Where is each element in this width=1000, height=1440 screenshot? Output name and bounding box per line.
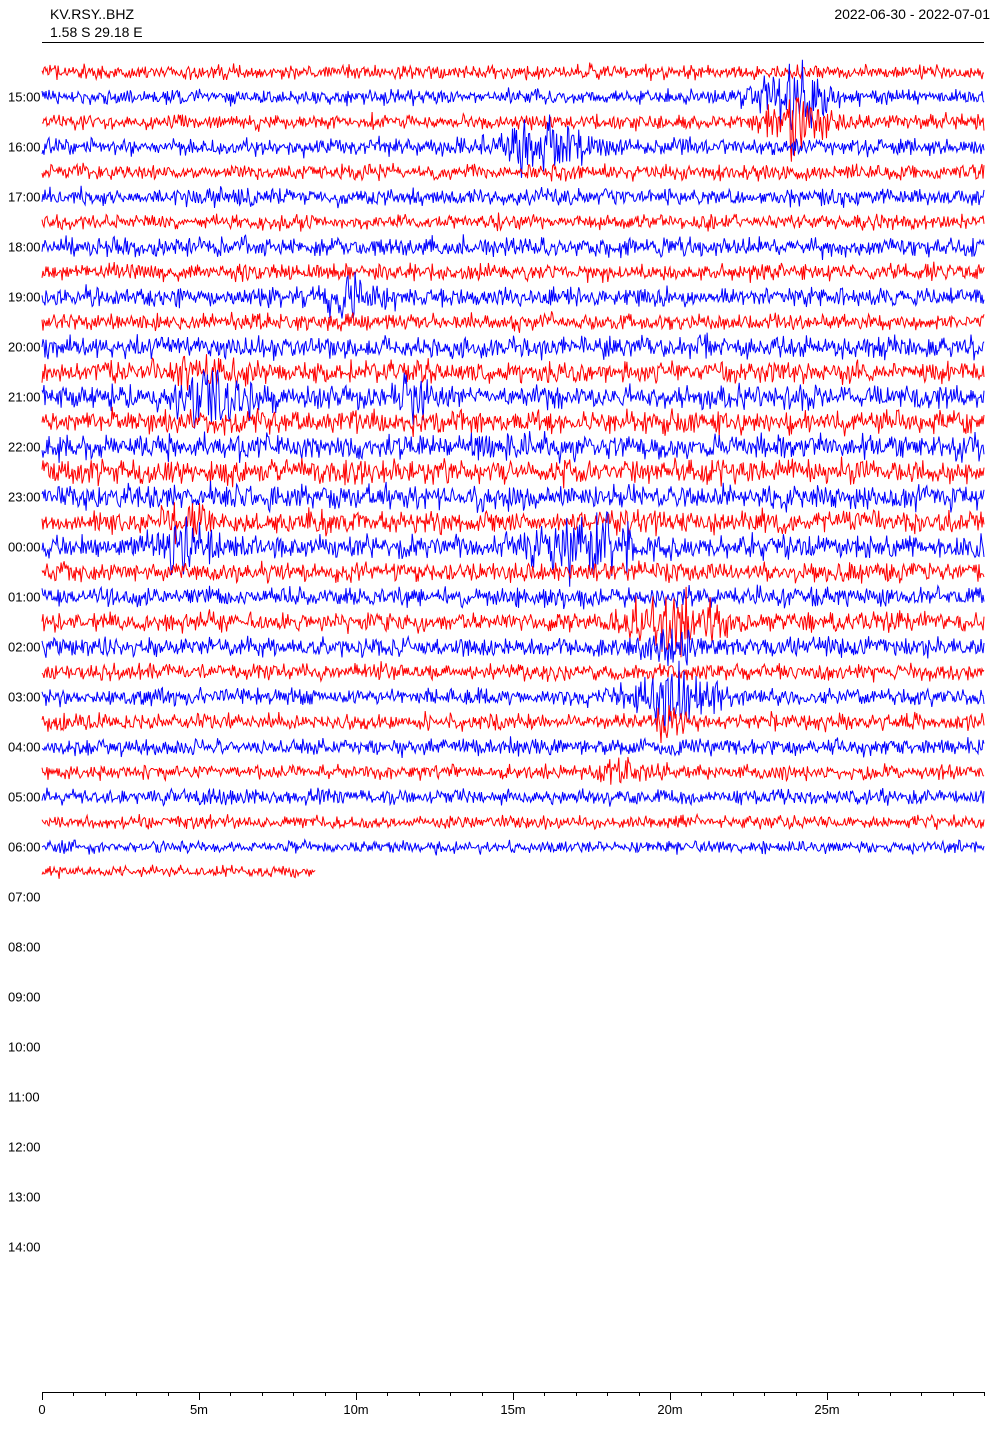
time-label: 14:00 xyxy=(8,1240,41,1255)
x-tick-label: 25m xyxy=(814,1402,839,1417)
waveform-trace xyxy=(42,697,984,698)
time-label: 10:00 xyxy=(8,1040,41,1055)
waveform-trace xyxy=(42,822,984,823)
time-label: 22:00 xyxy=(8,440,41,455)
x-tick-label: 15m xyxy=(500,1402,525,1417)
waveform-trace xyxy=(42,72,984,73)
waveform-trace xyxy=(42,347,984,348)
time-label: 16:00 xyxy=(8,140,41,155)
time-label: 17:00 xyxy=(8,190,41,205)
time-label: 00:00 xyxy=(8,540,41,555)
waveform-trace xyxy=(42,247,984,248)
waveform-trace xyxy=(42,772,984,773)
time-label: 08:00 xyxy=(8,940,41,955)
waveform-trace xyxy=(42,797,984,798)
waveform-trace xyxy=(42,497,984,498)
waveform-trace xyxy=(42,372,984,373)
time-label: 13:00 xyxy=(8,1190,41,1205)
waveform-trace xyxy=(42,297,984,298)
time-label: 23:00 xyxy=(8,490,41,505)
x-tick-label: 20m xyxy=(657,1402,682,1417)
waveform-trace xyxy=(42,597,984,598)
waveform-trace xyxy=(42,147,984,148)
time-label: 11:00 xyxy=(8,1090,40,1105)
x-tick-label: 5m xyxy=(190,1402,208,1417)
x-tick-label: 10m xyxy=(343,1402,368,1417)
waveform-trace xyxy=(42,547,984,548)
time-label: 06:00 xyxy=(8,840,41,855)
station-code: KV.RSY..BHZ xyxy=(50,6,134,22)
waveform-trace xyxy=(42,222,984,223)
waveform-trace xyxy=(42,472,984,473)
waveform-trace xyxy=(42,322,984,323)
waveform-trace xyxy=(42,397,984,398)
time-label: 09:00 xyxy=(8,990,41,1005)
waveform-trace xyxy=(42,97,984,98)
date-range: 2022-06-30 - 2022-07-01 xyxy=(834,6,990,22)
time-label: 21:00 xyxy=(8,390,41,405)
x-axis: 05m10m15m20m25m xyxy=(42,1392,984,1420)
time-label: 07:00 xyxy=(8,890,41,905)
waveform-trace xyxy=(42,572,984,573)
time-label: 12:00 xyxy=(8,1140,41,1155)
waveform-trace xyxy=(42,622,984,623)
top-border xyxy=(42,42,984,43)
waveform-trace xyxy=(42,197,984,198)
waveform-trace xyxy=(42,422,984,423)
seismogram-page: KV.RSY..BHZ 1.58 S 29.18 E 2022-06-30 - … xyxy=(0,0,1000,1440)
helicorder-plot: 15:0016:0017:0018:0019:0020:0021:0022:00… xyxy=(42,60,984,1392)
waveform-trace xyxy=(42,722,984,723)
time-label: 20:00 xyxy=(8,340,41,355)
waveform-trace xyxy=(42,747,984,748)
waveform-trace xyxy=(42,122,984,123)
time-label: 04:00 xyxy=(8,740,41,755)
time-label: 02:00 xyxy=(8,640,41,655)
station-coords: 1.58 S 29.18 E xyxy=(50,24,143,40)
waveform-trace xyxy=(42,272,984,273)
waveform-trace xyxy=(42,172,984,173)
waveform-trace xyxy=(42,872,315,873)
time-label: 01:00 xyxy=(8,590,41,605)
time-label: 05:00 xyxy=(8,790,41,805)
waveform-trace xyxy=(42,672,984,673)
time-label: 03:00 xyxy=(8,690,41,705)
x-tick-label: 0 xyxy=(38,1402,45,1417)
header: KV.RSY..BHZ 1.58 S 29.18 E 2022-06-30 - … xyxy=(50,6,990,42)
time-label: 18:00 xyxy=(8,240,41,255)
waveform-trace xyxy=(42,847,984,848)
waveform-trace xyxy=(42,447,984,448)
waveform-trace xyxy=(42,522,984,523)
time-label: 15:00 xyxy=(8,90,41,105)
time-label: 19:00 xyxy=(8,290,41,305)
waveform-trace xyxy=(42,647,984,648)
